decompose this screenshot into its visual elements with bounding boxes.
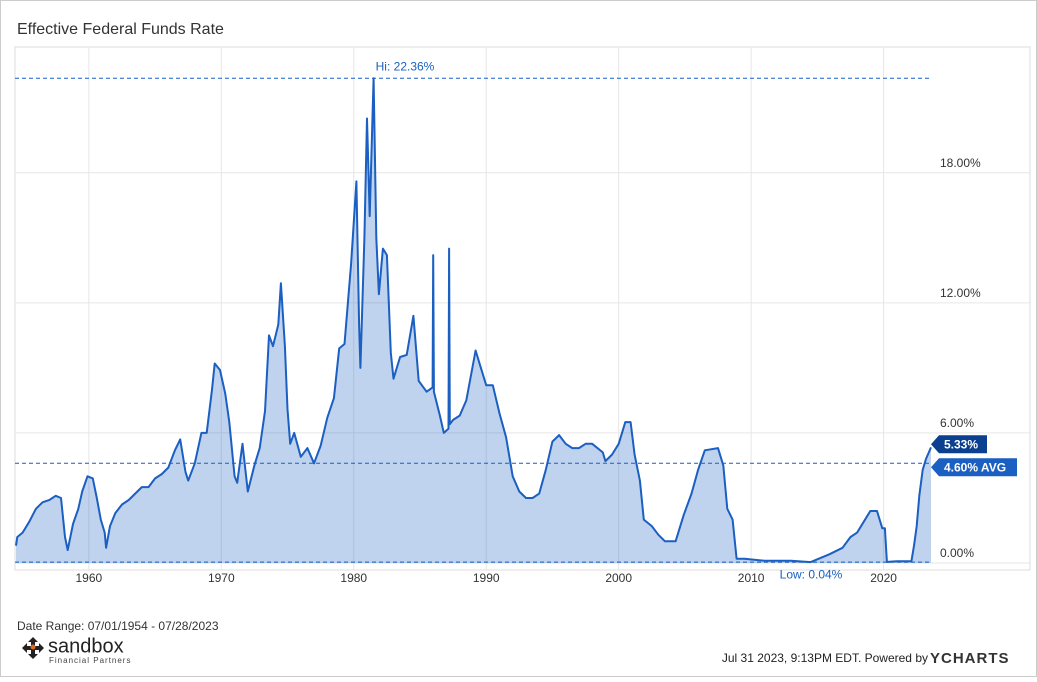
timestamp: Jul 31 2023, 9:13PM EDT. Powered by xyxy=(722,651,928,665)
average-label: 4.60% AVG xyxy=(944,460,1006,474)
chart-title: Effective Federal Funds Rate xyxy=(17,21,224,38)
y-tick-label: 6.00% xyxy=(940,416,974,430)
logo-subtext: Financial Partners xyxy=(49,656,131,665)
area xyxy=(16,78,931,563)
low-label: Low: 0.04% xyxy=(780,567,843,581)
high-label: Hi: 22.36% xyxy=(376,59,435,73)
x-tick-label: 1990 xyxy=(473,571,500,585)
x-tick-label: 2020 xyxy=(870,571,897,585)
last-badge xyxy=(931,435,987,454)
x-tick-label: 2000 xyxy=(605,571,632,585)
date-range: Date Range: 07/01/1954 - 07/28/2023 xyxy=(17,619,219,633)
line xyxy=(15,77,932,564)
logo-icon xyxy=(22,637,44,659)
y-tick-label: 12.00% xyxy=(940,286,981,300)
last-label: 5.33% xyxy=(944,437,978,451)
plot-border xyxy=(14,46,1031,571)
brand: YCHARTS xyxy=(930,650,1010,667)
x-tick-label: 2010 xyxy=(738,571,765,585)
x-tick-label: 1960 xyxy=(75,571,102,585)
average-badge xyxy=(931,458,1017,477)
y-tick-label: 18.00% xyxy=(940,156,981,170)
y-tick-label: 0.00% xyxy=(940,546,974,560)
x-tick-label: 1970 xyxy=(208,571,235,585)
logo-text: sandbox xyxy=(48,635,124,657)
x-tick-label: 1980 xyxy=(340,571,367,585)
